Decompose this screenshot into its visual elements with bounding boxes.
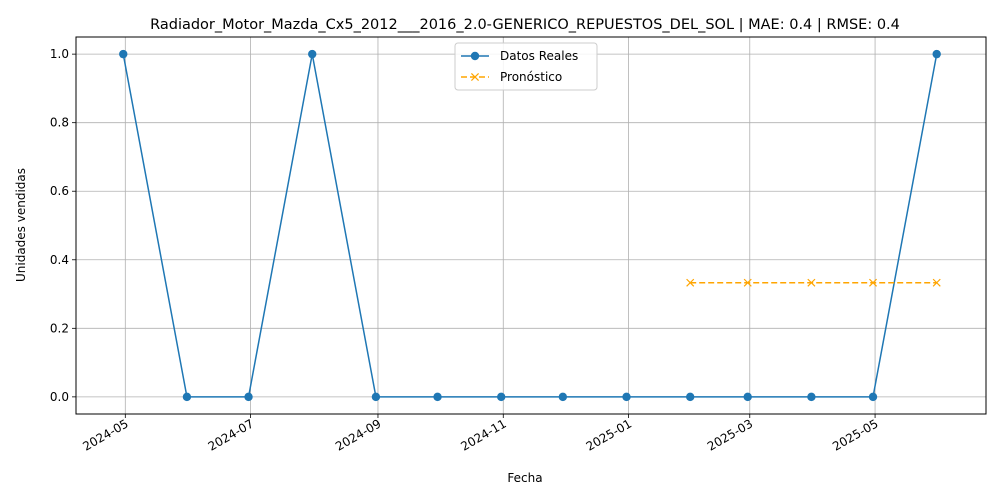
x-tick-label: 2024-05: [80, 416, 130, 453]
data-point: [622, 392, 631, 402]
series-x: [686, 278, 941, 287]
legend-box: [454, 42, 598, 91]
forecast-point: [868, 278, 878, 287]
series-layer: [119, 49, 941, 402]
y-tick-label: 0.6: [50, 184, 69, 198]
forecast-point: [470, 72, 480, 82]
y-tick-label: 1.0: [50, 47, 69, 61]
x-axis-label: Fecha: [507, 471, 542, 485]
data-point: [743, 392, 752, 402]
y-axis: 0.0 0.2 0.4 0.6 0.8 1.0: [50, 47, 76, 404]
x-axis: 2024-05 2024-07 2024-09 2024-11 2025-01 2025-…: [80, 414, 881, 454]
data-point: [119, 49, 128, 59]
forecast-point: [686, 278, 695, 287]
forecast-point: [932, 278, 941, 287]
y-tick-label: 0.4: [50, 253, 69, 267]
data-point: [371, 392, 381, 402]
legend-label: Datos Reales: [500, 49, 578, 63]
data-point: [244, 392, 253, 402]
data-point: [558, 392, 568, 402]
plot-frame: [75, 36, 987, 415]
x-tick-label: 2024-07: [206, 416, 256, 453]
x-tick-label: 2025-01: [584, 416, 634, 453]
data-point: [685, 392, 695, 402]
data-point: [182, 392, 192, 402]
data-point: [470, 51, 480, 61]
data-point: [433, 392, 442, 402]
data-point: [497, 392, 506, 402]
y-tick-label: 0.2: [50, 321, 69, 335]
y-axis-label: Unidades vendidas: [14, 168, 28, 282]
x-tick-label: 2025-05: [830, 416, 880, 453]
series-circle: [119, 49, 941, 402]
legend-label: Pronóstico: [500, 70, 562, 84]
forecast-point: [743, 278, 752, 287]
x-tick-label: 2025-03: [705, 416, 755, 453]
legend-entry: Pronóstico: [461, 70, 562, 84]
legend: Datos Reales Pronóstico: [454, 42, 598, 91]
data-point: [308, 49, 317, 59]
forecast-point: [807, 278, 816, 287]
x-tick-label: 2024-09: [333, 416, 383, 453]
series-line: [122, 53, 938, 398]
chart-title: Radiador_Motor_Mazda_Cx5_2012___2016_2.0…: [150, 17, 900, 33]
y-tick-label: 0.0: [50, 390, 69, 404]
data-point: [868, 392, 878, 402]
legend-entry: Datos Reales: [461, 49, 578, 63]
data-point: [807, 392, 816, 402]
y-tick-label: 0.8: [50, 116, 69, 130]
data-point: [932, 49, 941, 59]
grid-lines: [76, 37, 986, 414]
x-tick-label: 2024-11: [458, 416, 508, 453]
